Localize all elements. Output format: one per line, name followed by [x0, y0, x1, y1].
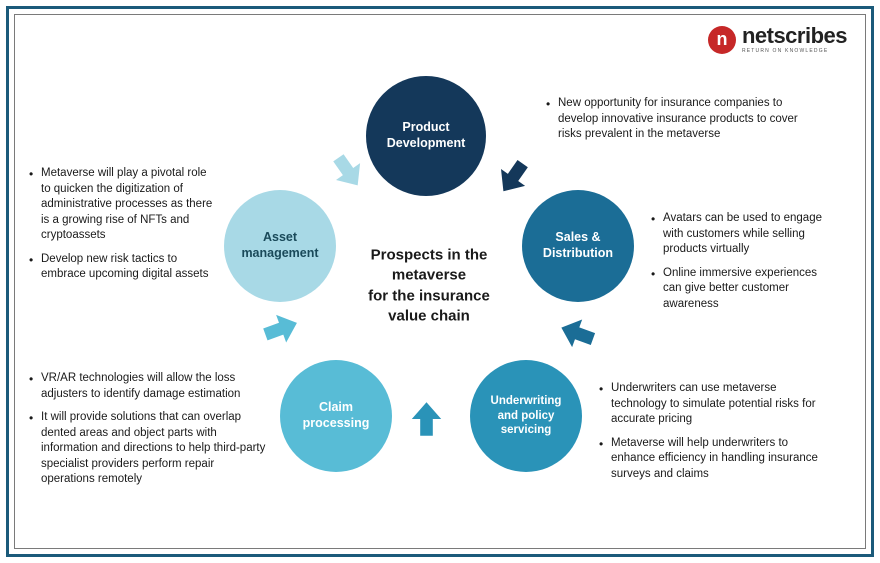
sales-dist-bullets-item-1: Online immersive experiences can give be…	[651, 266, 836, 313]
product-dev-bullets-item-0: New opportunity for insurance companies …	[546, 96, 816, 143]
center-line4: value chain	[388, 307, 470, 324]
brand-tagline: RETURN ON KNOWLEDGE	[742, 49, 847, 54]
sales-dist-bullets: Avatars can be used to engage with custo…	[651, 211, 836, 320]
center-line2: metaverse	[392, 267, 466, 284]
arrow-sd-uw	[550, 302, 606, 361]
brand-logo: n netscribes RETURN ON KNOWLEDGE	[708, 25, 847, 54]
arrow-uw-cl	[406, 398, 453, 440]
underwriting-bullets-item-0: Underwriters can use metaverse technolog…	[599, 381, 829, 428]
product-dev-bullets-list: New opportunity for insurance companies …	[546, 96, 816, 143]
node-label-underwriting: Underwriting and policy servicing	[480, 394, 572, 437]
arrow-cl-am	[254, 302, 310, 361]
node-label-product-dev: Product Development	[376, 120, 476, 151]
node-label-asset: Asset management	[234, 230, 326, 261]
claim-bullets: VR/AR technologies will allow the loss a…	[29, 371, 267, 496]
node-sales-dist: Sales & Distribution	[522, 190, 634, 302]
claim-bullets-item-1: It will provide solutions that can overl…	[29, 410, 267, 488]
asset-bullets-item-0: Metaverse will play a pivotal role to qu…	[29, 166, 214, 244]
underwriting-bullets-list: Underwriters can use metaverse technolog…	[599, 381, 829, 482]
sales-dist-bullets-list: Avatars can be used to engage with custo…	[651, 211, 836, 312]
node-product-dev: Product Development	[366, 76, 486, 196]
claim-bullets-item-0: VR/AR technologies will allow the loss a…	[29, 371, 267, 402]
node-label-claim: Claim processing	[290, 400, 382, 431]
claim-bullets-list: VR/AR technologies will allow the loss a…	[29, 371, 267, 488]
underwriting-bullets-item-1: Metaverse will help underwriters to enha…	[599, 436, 829, 483]
node-label-sales-dist: Sales & Distribution	[532, 230, 624, 261]
arrow-pd-sd	[480, 145, 543, 206]
node-claim: Claim processing	[280, 360, 392, 472]
center-title: Prospects in the metaverse for the insur…	[339, 246, 519, 327]
inner-frame: n netscribes RETURN ON KNOWLEDGE Prospec…	[14, 14, 866, 549]
brand-text: netscribes RETURN ON KNOWLEDGE	[742, 25, 847, 54]
product-dev-bullets: New opportunity for insurance companies …	[546, 96, 816, 151]
node-asset: Asset management	[224, 190, 336, 302]
center-line3: for the insurance	[368, 287, 490, 304]
underwriting-bullets: Underwriters can use metaverse technolog…	[599, 381, 829, 490]
brand-mark-icon: n	[708, 26, 736, 54]
brand-mark-letter: n	[716, 29, 727, 50]
center-line1: Prospects in the	[371, 247, 488, 264]
node-underwriting: Underwriting and policy servicing	[470, 360, 582, 472]
asset-bullets: Metaverse will play a pivotal role to qu…	[29, 166, 214, 291]
asset-bullets-list: Metaverse will play a pivotal role to qu…	[29, 166, 214, 283]
asset-bullets-item-1: Develop new risk tactics to embrace upco…	[29, 252, 214, 283]
sales-dist-bullets-item-0: Avatars can be used to engage with custo…	[651, 211, 836, 258]
brand-word: netscribes	[742, 25, 847, 47]
